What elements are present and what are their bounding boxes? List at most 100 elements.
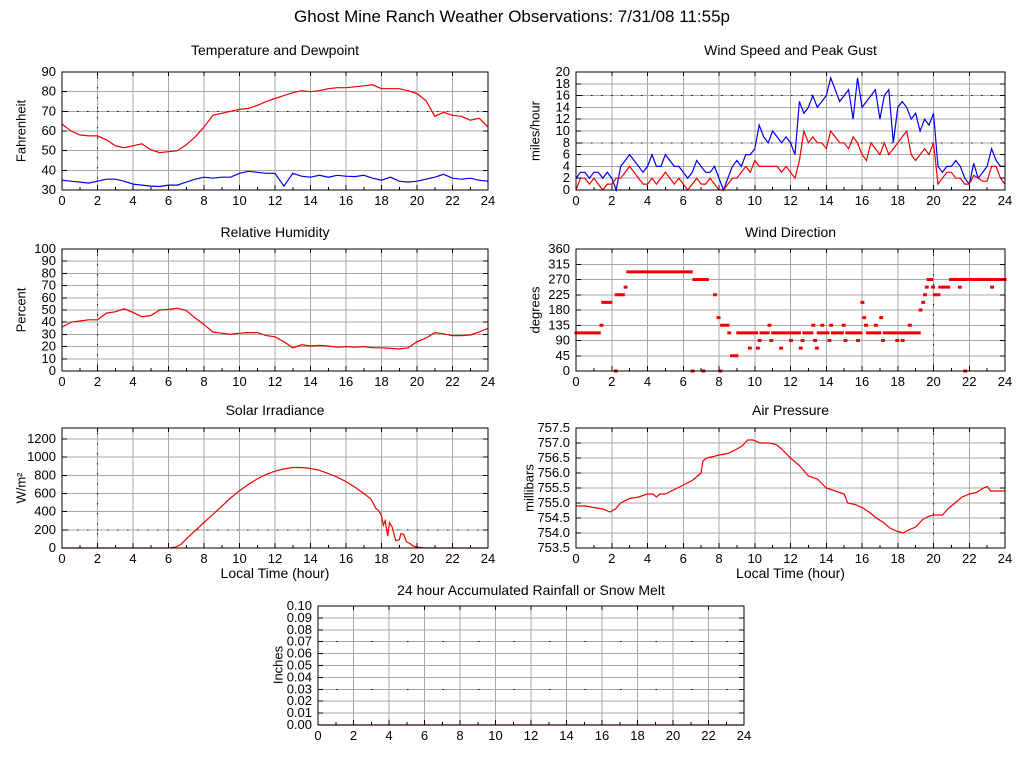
solar-xtick-label: 18 bbox=[374, 551, 388, 566]
pressure-air-pressure-line bbox=[576, 439, 1005, 534]
winddirection-xtick-label: 16 bbox=[855, 374, 869, 389]
winddirection-wind-direction-point bbox=[599, 323, 604, 327]
winddirection-ytick-label: 360 bbox=[548, 241, 570, 256]
winddirection-wind-direction-point bbox=[827, 339, 832, 342]
pressure-chart-title: Air Pressure bbox=[751, 402, 830, 418]
solar-y-axis-label: W/m² bbox=[13, 472, 29, 504]
rainfall-xtick-label: 22 bbox=[701, 728, 715, 743]
winddirection-wind-direction-point bbox=[822, 331, 830, 335]
winddirection-wind-direction-point bbox=[713, 293, 717, 297]
rainfall-xtick-label: 0 bbox=[314, 728, 321, 743]
temperature-xtick-label: 12 bbox=[268, 193, 282, 208]
rainfall-xtick-label: 16 bbox=[595, 728, 609, 743]
windspeed-xtick-label: 8 bbox=[715, 193, 722, 208]
solar-ytick-label: 1000 bbox=[27, 449, 56, 464]
windspeed-xtick-label: 4 bbox=[644, 193, 651, 208]
humidity-chart: 0 2 4 6 8 10 12 14 16 18 20 22 240102030405060708090… bbox=[34, 241, 495, 389]
solar-ytick-label: 0 bbox=[49, 540, 56, 555]
humidity-chart-title: Relative Humidity bbox=[220, 224, 330, 240]
winddirection-wind-direction-point bbox=[959, 278, 966, 281]
pressure-xtick-label: 16 bbox=[855, 551, 869, 566]
winddirection-wind-direction-point bbox=[841, 323, 846, 327]
humidity-ytick-label: 30 bbox=[42, 326, 56, 341]
windspeed-xtick-label: 22 bbox=[962, 193, 976, 208]
winddirection-xtick-label: 18 bbox=[891, 374, 905, 389]
pressure-ytick-label: 754.5 bbox=[537, 510, 570, 525]
winddirection-wind-direction-point bbox=[730, 354, 739, 358]
winddirection-xtick-label: 24 bbox=[998, 374, 1012, 389]
windspeed-ytick-label: 20 bbox=[556, 64, 570, 79]
rainfall-xtick-label: 18 bbox=[630, 728, 644, 743]
solar-xtick-label: 22 bbox=[445, 551, 459, 566]
humidity-xtick-label: 16 bbox=[339, 374, 353, 389]
rainfall-ytick-label: 0.05 bbox=[287, 658, 312, 673]
winddirection-wind-direction-point bbox=[897, 331, 903, 335]
winddirection-wind-direction-point bbox=[900, 339, 905, 342]
winddirection-wind-direction-point bbox=[626, 270, 693, 274]
humidity-xtick-label: 24 bbox=[481, 374, 495, 389]
winddirection-wind-direction-point bbox=[623, 285, 628, 289]
humidity-xtick-label: 12 bbox=[268, 374, 282, 389]
pressure-xtick-label: 0 bbox=[572, 551, 579, 566]
solar-ytick-label: 200 bbox=[34, 522, 56, 537]
winddirection-chart-title: Wind Direction bbox=[744, 224, 837, 240]
rainfall-ytick-label: 0.02 bbox=[287, 693, 312, 708]
winddirection-wind-direction-point bbox=[757, 339, 762, 342]
winddirection-wind-direction-point bbox=[800, 339, 805, 342]
winddirection-xtick-label: 14 bbox=[819, 374, 833, 389]
windspeed-ytick-label: 0 bbox=[563, 182, 570, 197]
temperature-xtick-label: 14 bbox=[303, 193, 317, 208]
winddirection-xtick-label: 10 bbox=[748, 374, 762, 389]
winddirection-ytick-label: 270 bbox=[548, 272, 570, 287]
temperature-ytick-label: 60 bbox=[42, 123, 56, 138]
rainfall-xtick-label: 4 bbox=[385, 728, 392, 743]
pressure-xtick-label: 12 bbox=[783, 551, 797, 566]
windspeed-xtick-label: 0 bbox=[572, 193, 579, 208]
windspeed-peak-gust-line bbox=[575, 75, 1005, 193]
winddirection-wind-direction-point bbox=[865, 331, 877, 335]
humidity-xtick-label: 18 bbox=[374, 374, 388, 389]
windspeed-xtick-label: 10 bbox=[748, 193, 762, 208]
rainfall-ytick-label: 0.06 bbox=[287, 646, 312, 661]
rainfall-xtick-label: 10 bbox=[488, 728, 502, 743]
humidity-xtick-label: 8 bbox=[200, 374, 207, 389]
temperature-ytick-label: 70 bbox=[42, 103, 56, 118]
winddirection-wind-direction-point bbox=[879, 316, 884, 320]
winddirection-wind-direction-point bbox=[755, 346, 760, 350]
winddirection-wind-direction-point bbox=[614, 293, 625, 297]
windspeed-chart-title: Wind Speed and Peak Gust bbox=[704, 42, 877, 58]
winddirection-ytick-label: 225 bbox=[548, 287, 570, 302]
solar-ytick-label: 400 bbox=[34, 504, 56, 519]
rainfall-chart: 0 2 4 6 8 10 12 14 16 18 20 22 240.000.010.020.030.0… bbox=[287, 598, 752, 743]
solar-xtick-label: 14 bbox=[303, 551, 317, 566]
winddirection-ytick-label: 45 bbox=[556, 348, 570, 363]
pressure-xtick-label: 10 bbox=[748, 551, 762, 566]
winddirection-wind-direction-point bbox=[767, 323, 772, 327]
winddirection-xtick-label: 6 bbox=[680, 374, 687, 389]
winddirection-wind-direction-point bbox=[780, 331, 792, 335]
winddirection-wind-direction-point bbox=[902, 331, 910, 335]
temperature-xtick-label: 24 bbox=[481, 193, 495, 208]
pressure-ytick-label: 757.0 bbox=[537, 435, 570, 450]
humidity-ytick-label: 0 bbox=[49, 363, 56, 378]
solar-ytick-label: 800 bbox=[34, 467, 56, 482]
winddirection-wind-direction-point bbox=[789, 339, 793, 342]
winddirection-wind-direction-point bbox=[873, 323, 878, 327]
windspeed-ytick-label: 14 bbox=[556, 99, 570, 114]
solar-xtick-label: 6 bbox=[165, 551, 172, 566]
temperature-ytick-label: 90 bbox=[42, 64, 56, 79]
pressure-ytick-label: 753.5 bbox=[537, 540, 570, 555]
temperature-xtick-label: 4 bbox=[129, 193, 136, 208]
winddirection-wind-direction-point bbox=[909, 331, 921, 335]
pressure-ytick-label: 756.0 bbox=[537, 465, 570, 480]
temperature-xtick-label: 6 bbox=[165, 193, 172, 208]
winddirection-wind-direction-point bbox=[921, 300, 926, 304]
temperature-xtick-label: 0 bbox=[58, 193, 65, 208]
temperature-dewpoint-line bbox=[61, 170, 489, 188]
temperature-xtick-label: 22 bbox=[445, 193, 459, 208]
humidity-xtick-label: 0 bbox=[58, 374, 65, 389]
winddirection-wind-direction-point bbox=[875, 331, 882, 335]
humidity-xtick-label: 4 bbox=[129, 374, 136, 389]
